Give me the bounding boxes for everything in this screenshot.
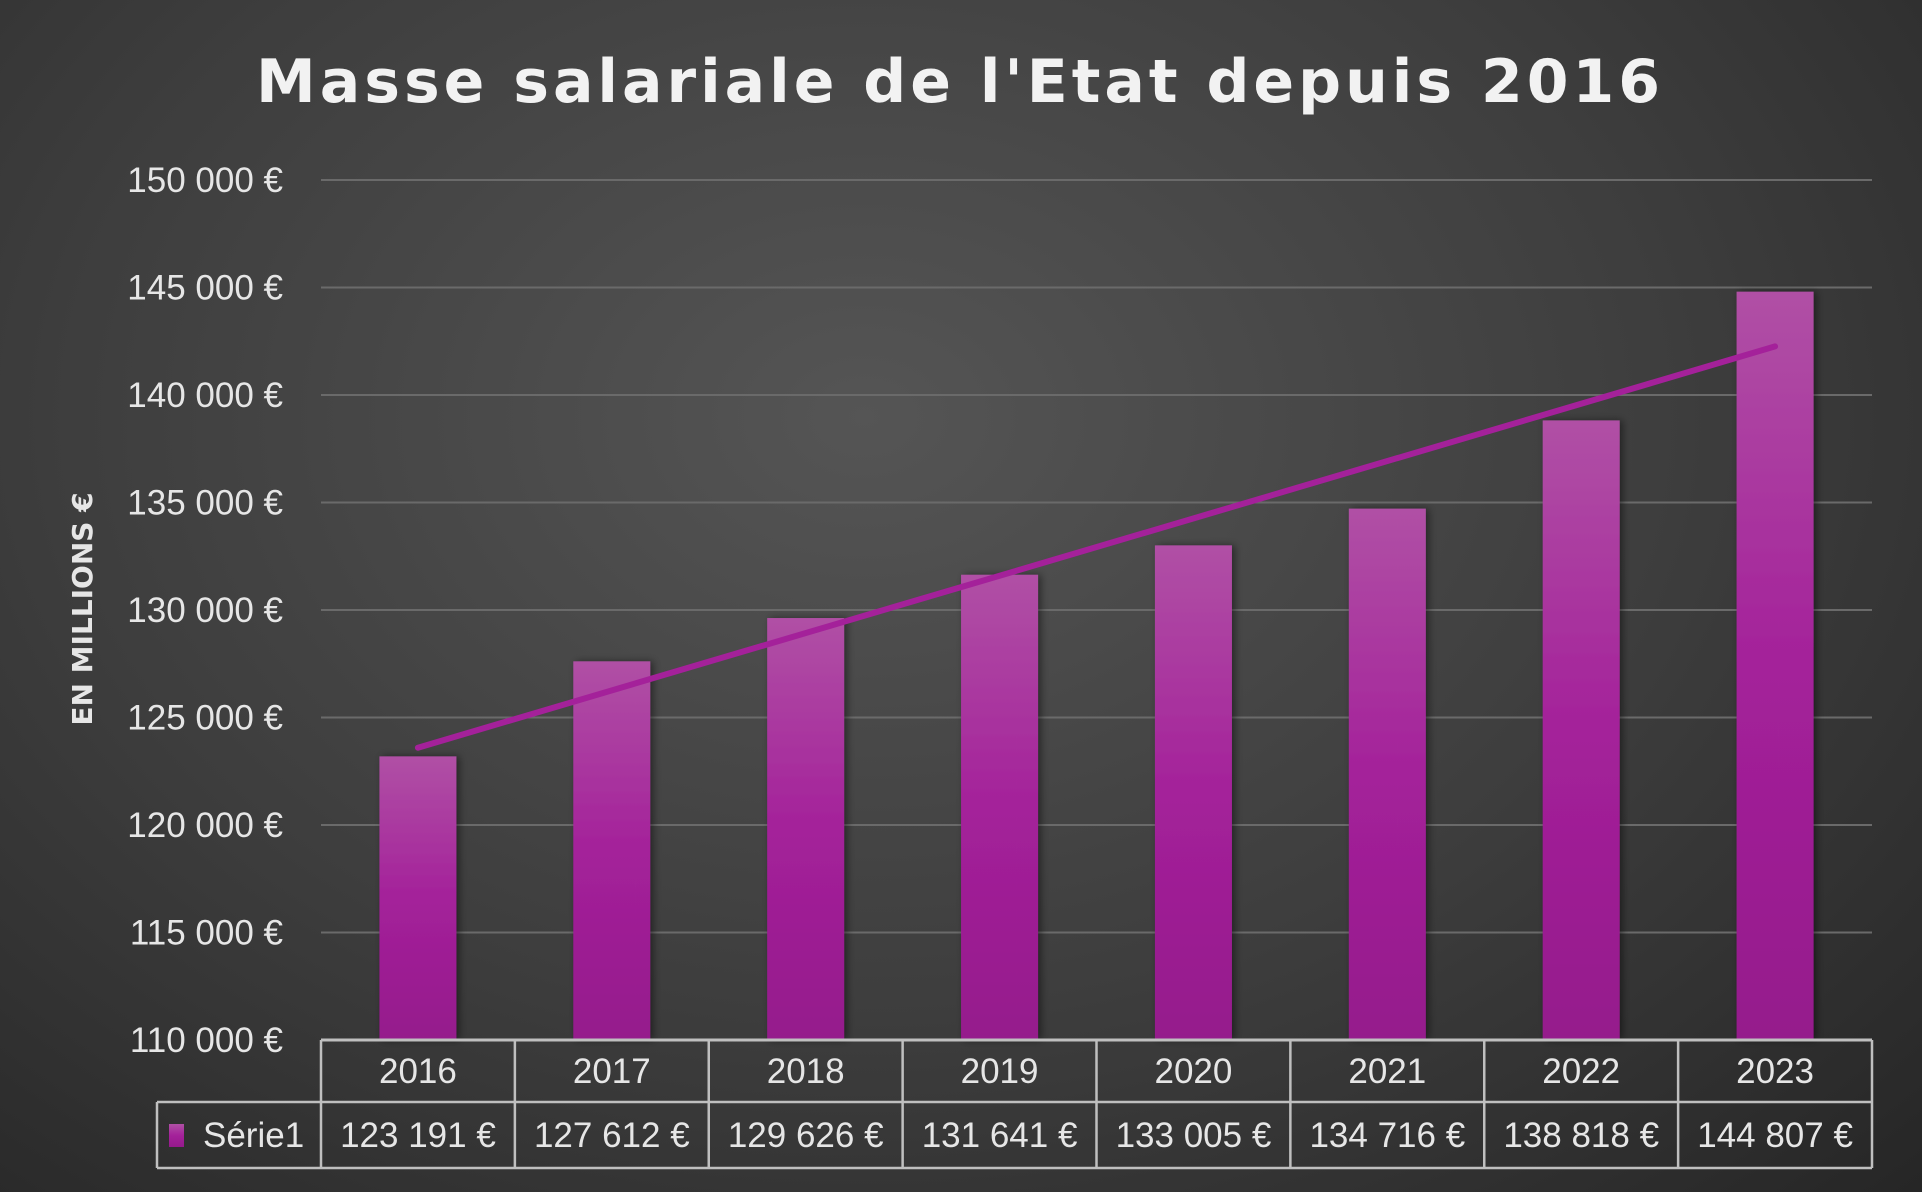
trendline (414, 343, 1779, 751)
x-tick-label: 2016 (379, 1052, 457, 1091)
chart-title: Masse salariale de l'Etat depuis 2016 (256, 47, 1664, 117)
x-tick-label: 2019 (961, 1052, 1039, 1091)
y-tick-label: 110 000 € (130, 1021, 283, 1060)
bar-2022 (1542, 420, 1620, 1041)
y-tick-label: 145 000 € (127, 269, 283, 308)
y-tick-label: 150 000 € (127, 161, 283, 200)
y-tick-label: 125 000 € (127, 699, 283, 738)
bar-2017 (573, 661, 651, 1040)
y-tick-label: 115 000 € (130, 914, 283, 953)
bar-2018 (767, 618, 845, 1040)
bar-2016 (379, 756, 457, 1040)
x-tick-label: 2018 (767, 1052, 845, 1091)
data-label: 131 641 € (922, 1116, 1078, 1155)
data-label: 138 818 € (1503, 1116, 1659, 1155)
bar-2021 (1348, 508, 1426, 1041)
x-tick-label: 2022 (1542, 1052, 1620, 1091)
y-axis-label: EN MILLIONS € (66, 492, 99, 725)
data-label: 133 005 € (1116, 1116, 1272, 1155)
x-tick-label: 2021 (1348, 1052, 1426, 1091)
data-label: 134 716 € (1309, 1116, 1465, 1155)
y-tick-label: 130 000 € (127, 591, 283, 630)
legend-label: Série1 (203, 1116, 304, 1155)
legend-swatch (169, 1124, 184, 1147)
bar-2020 (1154, 545, 1232, 1040)
data-label: 144 807 € (1697, 1116, 1853, 1155)
y-tick-label: 140 000 € (127, 376, 283, 415)
data-label: 123 191 € (340, 1116, 496, 1155)
data-label: 129 626 € (728, 1116, 884, 1155)
bar-2023 (1736, 291, 1814, 1040)
x-tick-label: 2023 (1736, 1052, 1814, 1091)
x-tick-label: 2017 (573, 1052, 651, 1091)
bar-2019 (961, 574, 1039, 1040)
y-tick-label: 135 000 € (127, 484, 283, 523)
x-tick-label: 2020 (1155, 1052, 1233, 1091)
data-label: 127 612 € (534, 1116, 690, 1155)
y-tick-label: 120 000 € (127, 806, 283, 845)
